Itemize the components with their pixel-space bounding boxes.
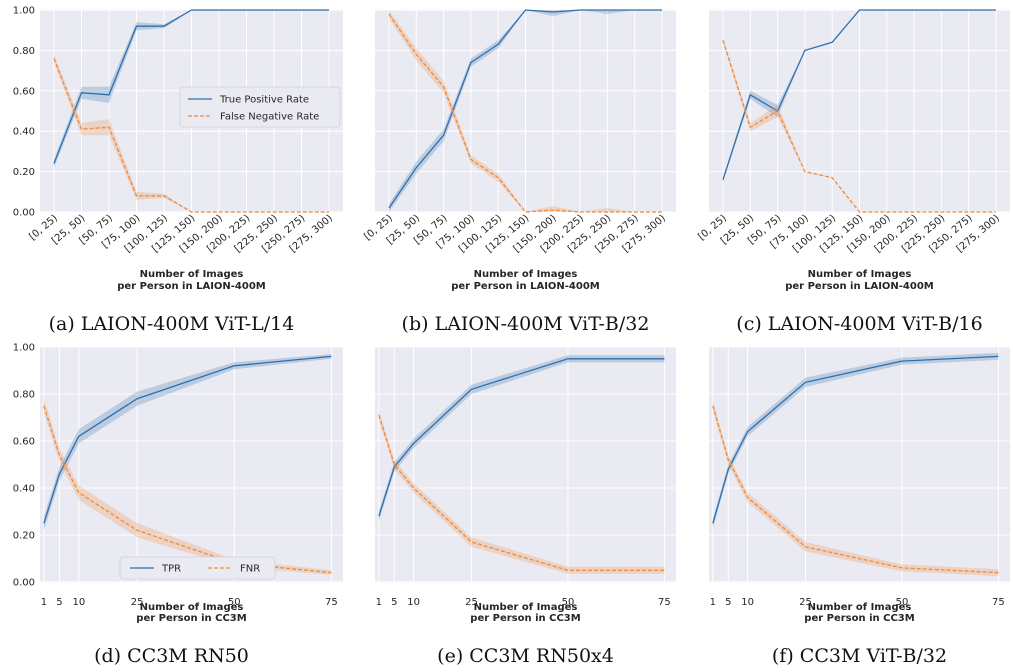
confidence-band-tpr (712, 352, 999, 528)
legend-label: FNR (240, 564, 260, 575)
y-tick-label: 0.80 (13, 390, 35, 401)
chart-panel-1: 0.000.200.400.600.801.00[0, 25)[25, 50)[… (13, 6, 343, 335)
series-line-tpr (712, 355, 999, 524)
x-tick-label: 5 (391, 597, 397, 608)
y-tick-label: 0.20 (13, 531, 35, 542)
x-axis-label: per Person in LAION-400M (451, 281, 600, 292)
x-tick-label: 50 (896, 597, 909, 608)
x-tick-label: 1 (710, 597, 716, 608)
x-tick-label: 10 (741, 597, 754, 608)
x-axis-label: Number of Images (140, 269, 244, 280)
x-axis-label: per Person in CC3M (804, 613, 914, 624)
y-tick-label: 0.40 (13, 484, 35, 495)
x-axis-label: per Person in CC3M (470, 613, 580, 624)
y-tick-label: 0.20 (13, 167, 35, 178)
x-tick-label: 5 (56, 597, 62, 608)
x-tick-label: 10 (407, 597, 420, 608)
legend-box (119, 556, 276, 580)
y-tick-label: 0.00 (13, 578, 35, 589)
panel-caption: (c) LAION-400M ViT-B/16 (736, 313, 982, 335)
chart-panel-3: [0, 25)[25, 50)[50, 75)[75, 100)[100, 12… (696, 9, 1010, 335)
panel-caption: (b) LAION-400M ViT-B/32 (402, 313, 650, 335)
x-axis-label: Number of Images (808, 602, 912, 613)
confidence-band-fnr (54, 54, 329, 213)
series-line-fnr (388, 13, 662, 213)
series-line-tpr (378, 358, 665, 517)
x-tick-label: 25 (799, 597, 812, 608)
series-line-tpr (43, 355, 332, 524)
x-axis-label: Number of Images (474, 269, 578, 280)
x-axis-label: Number of Images (140, 602, 244, 613)
plot-background (375, 347, 676, 582)
y-tick-label: 0.80 (13, 46, 35, 57)
legend: TPR FNR (119, 556, 276, 580)
y-tick-label: 1.00 (13, 6, 35, 17)
panel-caption: (e) CC3M RN50x4 (437, 645, 614, 667)
y-tick-label: 0.60 (13, 86, 35, 97)
x-tick-label: 50 (228, 597, 241, 608)
legend-label: False Negative Rate (220, 112, 319, 123)
x-axis-label: Number of Images (474, 602, 578, 613)
legend: True Positive Rate False Negative Rate (179, 86, 341, 128)
x-tick-label: 75 (992, 597, 1005, 608)
y-tick-label: 1.00 (13, 343, 35, 354)
series-line-fnr (712, 405, 999, 574)
x-tick-label: 75 (658, 597, 671, 608)
x-tick-label: 50 (562, 597, 575, 608)
y-tick-label: 0.00 (13, 208, 35, 219)
x-tick-label: 1 (41, 597, 47, 608)
x-tick-label: 25 (131, 597, 144, 608)
legend-label: TPR (161, 564, 181, 575)
x-axis-label: Number of Images (808, 269, 912, 280)
x-axis-label: per Person in LAION-400M (117, 281, 266, 292)
x-tick-label: 1 (376, 597, 382, 608)
y-tick-label: 0.40 (13, 127, 35, 138)
x-axis-label: per Person in CC3M (136, 613, 246, 624)
x-tick-label: 25 (465, 597, 478, 608)
panel-caption: (f) CC3M ViT-B/32 (772, 645, 947, 667)
plot-background (709, 347, 1010, 582)
chart-panel-4: 0.00 0.20 0.40 0.60 0.80 1.00 1 5 10 25 50 75 TPR FNR… (13, 343, 343, 667)
chart-panel-2: [0, 25)[25, 50)[50, 75)[75, 100)[100, 12… (362, 9, 676, 335)
y-tick-label: 0.60 (13, 437, 35, 448)
legend-box (179, 86, 341, 128)
x-tick-label: 5 (725, 597, 731, 608)
panel-caption: (d) CC3M RN50 (94, 645, 249, 667)
panel-caption: (a) LAION-400M ViT-L/14 (49, 313, 295, 335)
confidence-band-fnr (712, 401, 999, 577)
x-axis-label: per Person in LAION-400M (785, 281, 934, 292)
x-tick-label: 10 (72, 597, 85, 608)
series-line-fnr (378, 414, 665, 571)
x-tick-label: 75 (325, 597, 338, 608)
plot-background (40, 347, 343, 582)
legend-label: True Positive Rate (219, 95, 309, 106)
confidence-band-tpr (54, 10, 329, 168)
